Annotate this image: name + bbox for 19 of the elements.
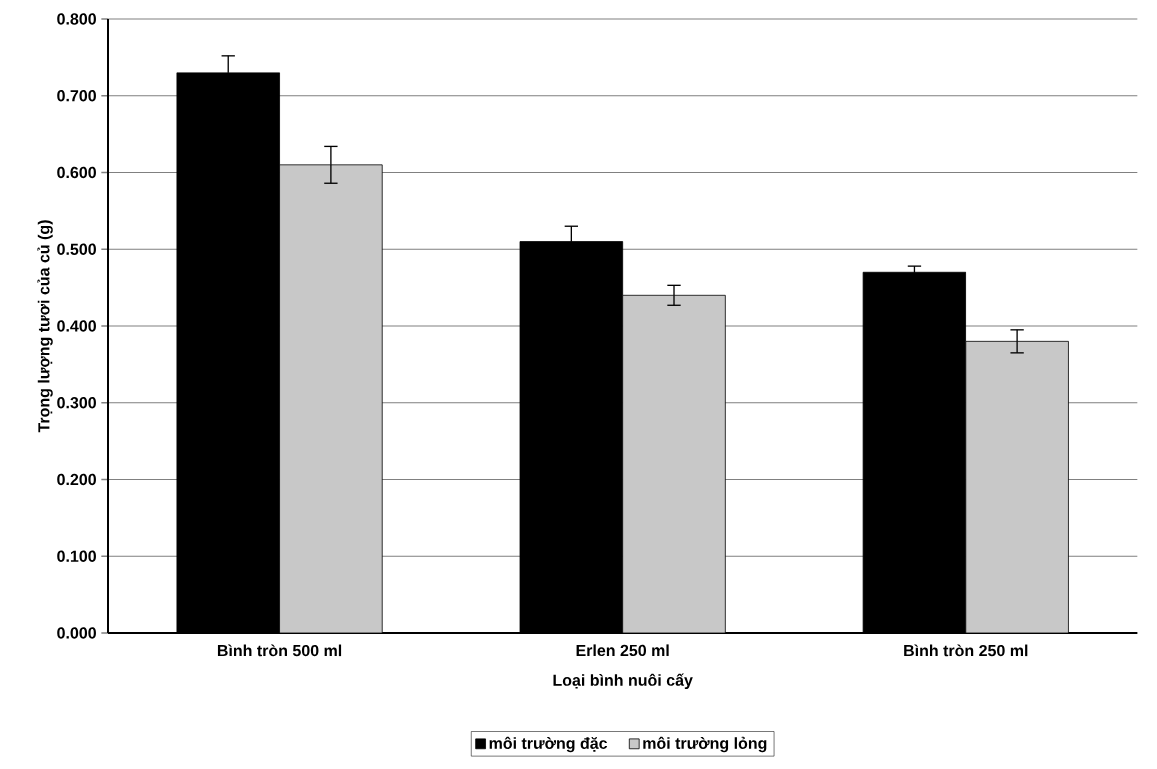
legend-label: môi trường đặc (489, 736, 608, 753)
bar (279, 164, 383, 633)
y-tick-label: 0.400 (57, 320, 96, 332)
y-tick-label: 0.200 (57, 473, 96, 486)
x-axis-title: Loại bình nuôi cấy (553, 673, 693, 690)
y-axis-title: Trọng lượng tươi của củ (g) (37, 220, 53, 433)
x-tick-label: Erlen 250 ml (576, 644, 669, 657)
y-tick-label: 0.500 (57, 243, 96, 255)
y-tick-label: 0.000 (57, 627, 96, 639)
legend-label: môi trường lỏng (643, 736, 767, 753)
y-tick-label: 0.600 (57, 166, 96, 179)
y-tick-label: 0.800 (57, 13, 96, 25)
x-tick-label: Bình tròn 500 ml (217, 644, 342, 657)
x-tick-label: Bình tròn 250 ml (904, 644, 1028, 657)
bar (965, 340, 1069, 633)
y-tick-label: 0.700 (57, 90, 96, 102)
y-tick-label: 0.300 (57, 397, 96, 409)
bar (622, 294, 726, 633)
y-tick-label: 0.100 (57, 550, 96, 562)
